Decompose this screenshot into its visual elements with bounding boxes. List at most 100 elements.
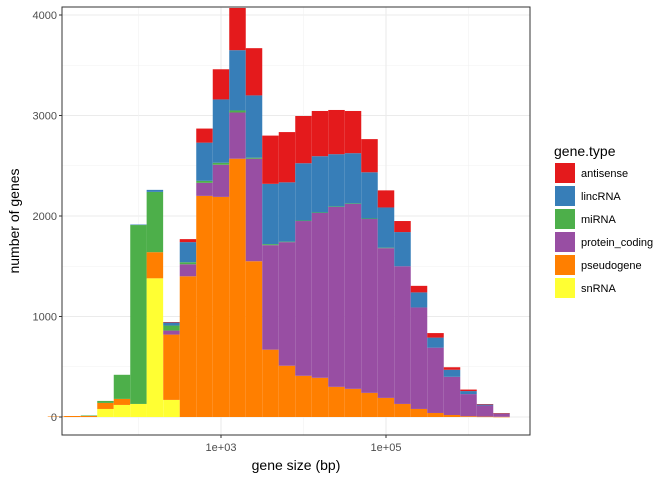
bar-segment-protein_coding	[460, 394, 477, 417]
bar-segment-pseudogene	[97, 402, 114, 409]
bar-segment-protein_coding	[245, 158, 263, 262]
x-tick-label: 1e+03	[206, 442, 237, 454]
bar-segment-lincRNA	[278, 182, 296, 242]
bar-segment-antisense	[163, 322, 180, 323]
bar-segment-antisense	[179, 239, 197, 243]
bar-segment-pseudogene	[163, 334, 180, 400]
bar-segment-miRNA	[361, 218, 378, 220]
bar-segment-snRNA	[163, 399, 180, 417]
bar-segment-pseudogene	[443, 414, 461, 417]
x-axis-title: gene size (bp)	[252, 457, 341, 473]
bar-segment-antisense	[410, 285, 428, 293]
bar-segment-protein_coding	[476, 405, 494, 417]
legend-key-lincRNA	[555, 186, 575, 206]
bar-segment-miRNA	[80, 415, 98, 416]
bar-segment-lincRNA	[196, 142, 213, 181]
plot-border	[61, 6, 531, 436]
bar-segment-lincRNA	[179, 242, 197, 263]
bar-segment-pseudogene	[311, 377, 329, 417]
bar-segment-pseudogene	[146, 252, 164, 279]
bar-segment-antisense	[311, 110, 329, 157]
bar-segment-antisense	[493, 413, 510, 414]
bar-segment-lincRNA	[328, 154, 345, 207]
bar-segment-lincRNA	[295, 163, 312, 221]
bar-segment-pseudogene	[47, 416, 65, 417]
bar-segment-pseudogene	[245, 261, 263, 417]
y-axis-title: number of genes	[6, 168, 22, 273]
bar-segment-pseudogene	[427, 412, 444, 417]
bar-segment-pseudogene	[229, 158, 246, 417]
bar-segment-miRNA	[163, 325, 180, 331]
bar-segment-protein_coding	[295, 221, 312, 376]
bars	[47, 7, 510, 418]
bar-segment-lincRNA	[460, 391, 477, 395]
bar-segment-protein_coding	[262, 245, 279, 350]
bar-segment-antisense	[394, 221, 411, 233]
bar-segment-protein_coding	[328, 206, 345, 387]
bar-segment-miRNA	[311, 212, 329, 213]
legend-key-pseudogene	[555, 255, 575, 275]
bar-segment-miRNA	[229, 110, 246, 113]
bar-segment-lincRNA	[245, 95, 263, 158]
bar-segment-protein_coding	[311, 212, 329, 378]
x-axis: 1e+03 1e+05	[206, 435, 402, 454]
bar-segment-pseudogene	[64, 416, 81, 417]
legend-label-protein_coding: protein_coding	[581, 237, 653, 249]
bar-segment-snRNA	[130, 403, 147, 417]
bar-segment-miRNA	[146, 191, 164, 253]
bar-segment-pseudogene	[212, 196, 230, 417]
bar-segment-antisense	[460, 389, 477, 392]
bar-segment-protein_coding	[427, 347, 444, 413]
bar-segment-miRNA	[97, 400, 114, 403]
y-tick-label: 3000	[33, 111, 57, 123]
bar-segment-antisense	[295, 116, 312, 164]
legend-label-antisense: antisense	[581, 168, 628, 180]
bar-segment-protein_coding	[196, 182, 213, 196]
bar-segment-pseudogene	[361, 392, 378, 417]
bar-segment-antisense	[262, 135, 279, 184]
bar-segment-antisense	[427, 333, 444, 338]
legend-label-lincRNA: lincRNA	[581, 191, 621, 203]
bar-segment-miRNA	[130, 225, 147, 404]
bar-segment-pseudogene	[410, 408, 428, 417]
bar-segment-pseudogene	[179, 276, 197, 417]
bar-segment-lincRNA	[377, 207, 395, 248]
bar-segment-lincRNA	[212, 99, 230, 163]
y-tick-label: 2000	[33, 211, 57, 223]
bar-segment-protein_coding	[278, 242, 296, 366]
bar-segment-miRNA	[295, 220, 312, 222]
bar-segment-lincRNA	[427, 337, 444, 348]
legend-label-snRNA: snRNA	[581, 283, 617, 295]
bar-segment-snRNA	[113, 404, 131, 417]
bar-segment-pseudogene	[262, 349, 279, 417]
bar-segment-miRNA	[262, 244, 279, 246]
legend-label-miRNA: miRNA	[581, 214, 616, 226]
y-tick-label: 4000	[33, 10, 57, 22]
bar-segment-antisense	[443, 367, 461, 370]
bar-segment-protein_coding	[361, 219, 378, 393]
bar-segment-protein_coding	[163, 330, 180, 335]
bar-segment-lincRNA	[262, 183, 279, 245]
bar-segment-lincRNA	[476, 404, 494, 406]
bar-segment-pseudogene	[460, 416, 477, 417]
bar-segment-antisense	[196, 128, 213, 143]
bar-segment-pseudogene	[196, 195, 213, 417]
bar-segment-pseudogene	[493, 416, 510, 418]
bar-segment-lincRNA	[410, 292, 428, 308]
bar-segment-lincRNA	[146, 189, 164, 192]
bar-segment-antisense	[328, 109, 345, 155]
bar-segment-lincRNA	[344, 153, 362, 204]
y-tick-label: 1000	[33, 312, 57, 324]
bar-segment-protein_coding	[443, 376, 461, 415]
bar-segment-lincRNA	[229, 50, 246, 111]
legend-label-pseudogene: pseudogene	[581, 260, 642, 272]
bar-segment-pseudogene	[328, 386, 345, 417]
bar-segment-lincRNA	[163, 322, 180, 326]
bar-segment-antisense	[377, 190, 395, 208]
bar-segment-miRNA	[245, 157, 263, 159]
bar-segment-antisense	[344, 110, 362, 154]
x-tick-label: 1e+05	[371, 442, 402, 454]
y-axis: 0 1000 2000 3000 4000	[33, 10, 62, 424]
bar-segment-miRNA	[344, 203, 362, 204]
